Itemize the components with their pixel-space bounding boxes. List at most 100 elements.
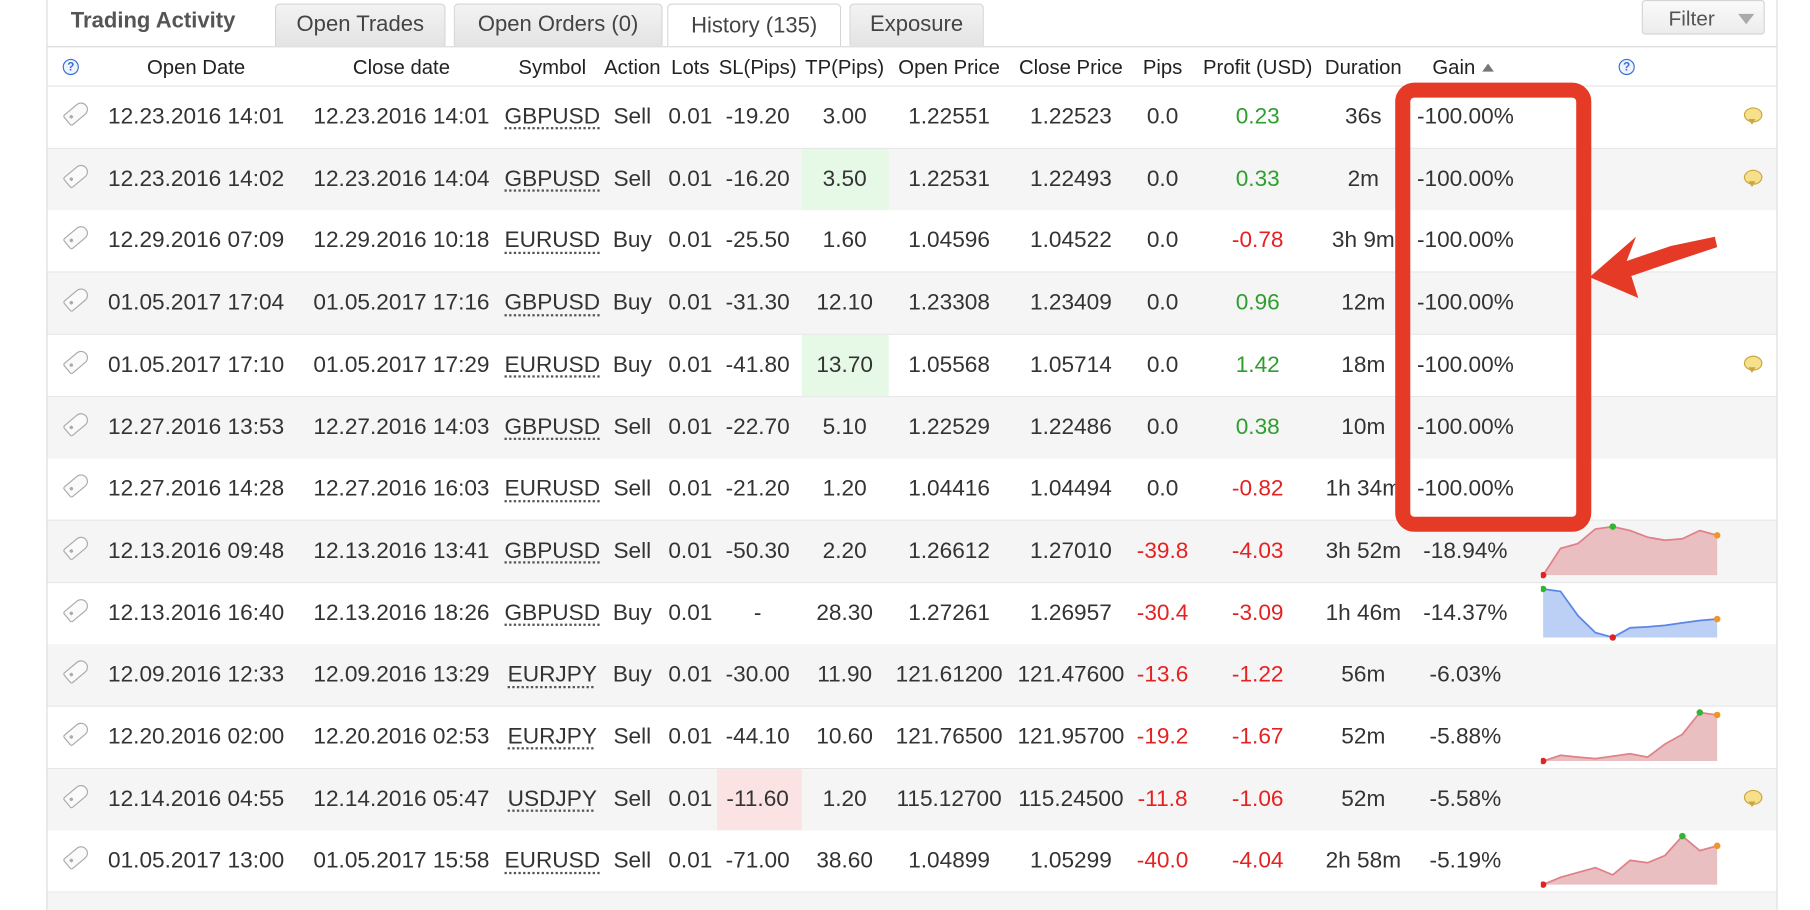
tag-icon[interactable] <box>62 781 91 809</box>
cell-close-date: 12.14.2016 05:47 <box>313 786 490 812</box>
col-close-price[interactable]: Close Price <box>1019 55 1123 79</box>
col-pips[interactable]: Pips <box>1142 55 1183 79</box>
tag-icon[interactable] <box>62 719 91 747</box>
col-gain[interactable]: Gain <box>1432 55 1494 79</box>
col-tp-pips[interactable]: TP(Pips) <box>805 55 885 79</box>
table-row[interactable]: 12.13.2016 09:48 12.13.2016 13:41 GBPUSD Se… <box>47 520 1777 584</box>
tag-icon[interactable] <box>62 285 91 313</box>
table-row[interactable]: 12.20.2016 02:00 12.20.2016 02:53 EURJPY Se… <box>47 706 1777 770</box>
cell-pips: 0.0 <box>1146 289 1179 316</box>
table-row[interactable]: 12.14.2016 04:55 12.14.2016 05:47 USDJPY Se… <box>47 768 1777 832</box>
col-lots[interactable]: Lots <box>671 55 710 79</box>
cell-close-price: 121.95700 <box>1017 724 1125 750</box>
cell-symbol[interactable]: EURUSD <box>504 351 601 378</box>
table-row[interactable]: 12.09.2016 12:33 12.09.2016 13:29 EURJPY Bu… <box>47 644 1777 708</box>
cell-tp-pips: 1.60 <box>822 227 867 254</box>
table-row[interactable]: 01.05.2017 13:00 01.05.2017 15:58 EURUSD Se… <box>47 830 1777 894</box>
col-open-date[interactable]: Open Date <box>146 55 246 79</box>
sparkline-end-point <box>1713 711 1721 719</box>
cell-tp-pips: 12.10 <box>816 289 873 316</box>
tag-icon[interactable] <box>62 595 91 623</box>
comment-icon[interactable] <box>1743 169 1763 187</box>
table-row[interactable]: 12.27.2016 14:28 12.27.2016 16:03 EURUSD Se… <box>47 458 1777 522</box>
col-duration[interactable]: Duration <box>1324 55 1402 79</box>
comment-icon[interactable] <box>1743 107 1763 125</box>
cell-profit: 1.42 <box>1235 351 1280 378</box>
cell-symbol[interactable]: USDJPY <box>507 786 597 812</box>
cell-symbol[interactable]: EURJPY <box>507 724 597 750</box>
tag-icon[interactable] <box>62 657 91 685</box>
cell-open-date: 12.29.2016 07:09 <box>108 227 285 254</box>
filter-button[interactable]: Filter <box>1641 0 1765 35</box>
tag-icon[interactable] <box>62 533 91 561</box>
cell-duration: 18m <box>1341 351 1386 378</box>
cell-pips: 0.0 <box>1146 227 1179 254</box>
tab-exposure[interactable]: Exposure <box>849 3 984 47</box>
cell-symbol[interactable]: GBPUSD <box>504 414 601 440</box>
cell-symbol[interactable]: GBPUSD <box>504 103 601 130</box>
cell-lots: 0.01 <box>668 414 713 440</box>
tag-icon[interactable] <box>62 347 91 375</box>
cell-symbol[interactable]: EURUSD <box>504 848 601 874</box>
cell-open-date: 12.09.2016 12:33 <box>108 662 285 688</box>
col-sl-pips[interactable]: SL(Pips) <box>718 55 797 79</box>
tab-open-trades[interactable]: Open Trades <box>274 3 446 47</box>
table-row[interactable]: 12.23.2016 14:01 12.23.2016 14:01 GBPUSD Se… <box>47 86 1777 149</box>
cell-symbol[interactable]: GBPUSD <box>504 289 601 316</box>
cell-pips: -19.2 <box>1136 724 1189 750</box>
cell-symbol[interactable]: EURUSD <box>504 227 601 254</box>
cell-sl-pips: - <box>753 600 762 626</box>
cell-sl-pips: -41.80 <box>725 351 790 378</box>
sparkline-end-point <box>1713 531 1721 539</box>
cell-open-date: 12.27.2016 14:28 <box>108 476 285 502</box>
tab-history[interactable]: History (135) <box>667 3 842 48</box>
cell-duration: 1h 46m <box>1325 600 1402 626</box>
cell-close-price: 1.22523 <box>1030 103 1112 130</box>
tag-icon[interactable] <box>62 409 91 437</box>
tag-icon[interactable] <box>62 223 91 251</box>
cell-symbol[interactable]: EURUSD <box>504 476 601 502</box>
col-open-price[interactable]: Open Price <box>898 55 1000 79</box>
cell-lots: 0.01 <box>668 165 713 192</box>
sparkline-max-point <box>1540 585 1547 592</box>
tag-icon[interactable] <box>62 843 91 871</box>
cell-open-price: 1.23308 <box>908 289 990 316</box>
cell-symbol[interactable]: GBPUSD <box>504 165 601 192</box>
cell-symbol[interactable]: GBPUSD <box>504 538 601 564</box>
tab-open-orders[interactable]: Open Orders (0) <box>453 3 663 47</box>
sparkline-max-point <box>1679 833 1686 840</box>
tag-icon[interactable] <box>62 161 91 189</box>
cell-symbol[interactable]: GBPUSD <box>504 600 601 626</box>
table-row[interactable]: 12.23.2016 14:02 12.23.2016 14:04 GBPUSD Se… <box>47 148 1777 211</box>
col-symbol[interactable]: Symbol <box>518 55 587 79</box>
cell-open-date: 12.14.2016 04:55 <box>108 786 285 812</box>
cell-action: Sell <box>613 786 652 812</box>
trading-activity-panel: Trading Activity Open Trades Open Orders… <box>46 0 1778 910</box>
col-close-date[interactable]: Close date <box>352 55 450 79</box>
help-icon[interactable]: ? <box>1618 58 1635 76</box>
table-row[interactable]: 01.05.2017 17:04 01.05.2017 17:16 GBPUSD Bu… <box>47 272 1777 336</box>
table-row[interactable]: 12.27.2016 13:53 12.27.2016 14:03 GBPUSD Se… <box>47 396 1777 460</box>
help-icon[interactable]: ? <box>62 58 79 76</box>
cell-symbol[interactable]: EURJPY <box>507 662 597 688</box>
comment-icon[interactable] <box>1743 355 1763 373</box>
col-profit[interactable]: Profit (USD) <box>1203 55 1313 79</box>
table-row[interactable]: 01.05.2017 17:10 01.05.2017 17:29 EURUSD Bu… <box>47 334 1777 398</box>
col-action[interactable]: Action <box>604 55 661 79</box>
cell-open-price: 1.22531 <box>908 165 990 192</box>
cell-pips: 0.0 <box>1146 414 1179 440</box>
cell-gain: -5.19% <box>1429 848 1502 874</box>
cell-duration: 52m <box>1341 786 1386 812</box>
tag-icon[interactable] <box>62 471 91 499</box>
cell-profit: 0.33 <box>1235 165 1280 192</box>
cell-sl-pips: -71.00 <box>725 848 790 874</box>
tag-icon[interactable] <box>62 99 91 127</box>
cell-profit: -0.82 <box>1231 476 1284 502</box>
cell-lots: 0.01 <box>668 289 713 316</box>
comment-icon[interactable] <box>1743 789 1763 807</box>
cell-open-price: 1.22551 <box>908 103 990 130</box>
table-row[interactable]: 12.13.2016 16:40 12.13.2016 18:26 GBPUSD Bu… <box>47 582 1777 646</box>
table-row[interactable] <box>47 892 1777 910</box>
cell-duration: 36s <box>1345 103 1382 130</box>
table-row[interactable]: 12.29.2016 07:09 12.29.2016 10:18 EURUSD Bu… <box>47 210 1777 273</box>
